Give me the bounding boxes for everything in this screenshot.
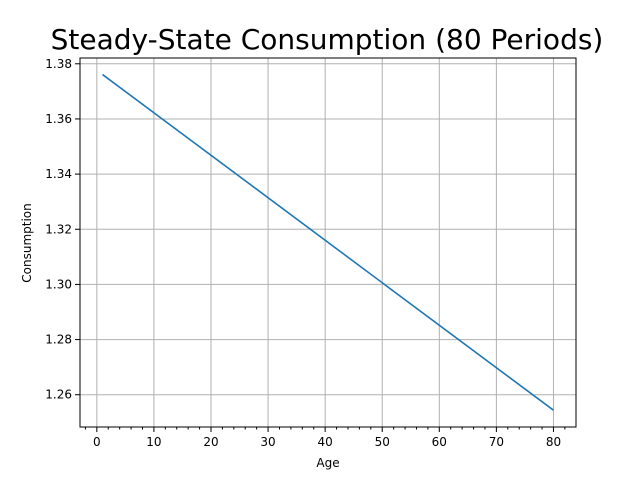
y-axis-title: Consumption xyxy=(20,203,34,282)
series-layer xyxy=(102,73,554,411)
x-tick-label: 50 xyxy=(375,435,390,449)
x-tick-label: 40 xyxy=(318,435,333,449)
y-tick-label: 1.34 xyxy=(45,167,72,181)
y-tick-label: 1.26 xyxy=(45,388,72,402)
x-tick-label: 20 xyxy=(203,435,218,449)
y-tick-label: 1.36 xyxy=(45,112,72,126)
y-tick-label: 1.30 xyxy=(45,277,72,291)
y-tick-label: 1.28 xyxy=(45,333,72,347)
x-tick-label: 80 xyxy=(546,435,561,449)
x-tick-label: 30 xyxy=(260,435,275,449)
chart-title: Steady-State Consumption (80 Periods) xyxy=(51,23,604,56)
grid xyxy=(80,58,576,427)
y-tick-label: 1.38 xyxy=(45,57,72,71)
x-axis: 0 10 20 30 40 50 60 70 80 xyxy=(84,427,566,449)
x-tick-label: 10 xyxy=(146,435,161,449)
y-axis: 1.26 1.28 1.30 1.32 1.34 1.36 1.38 xyxy=(45,57,80,402)
plot-area-frame xyxy=(79,57,577,428)
x-tick-label: 0 xyxy=(93,435,101,449)
x-tick-label: 70 xyxy=(489,435,504,449)
x-axis-title: Age xyxy=(316,456,339,470)
y-tick-label: 1.32 xyxy=(45,222,72,236)
x-tick-label: 60 xyxy=(432,435,447,449)
series-line xyxy=(102,73,554,411)
